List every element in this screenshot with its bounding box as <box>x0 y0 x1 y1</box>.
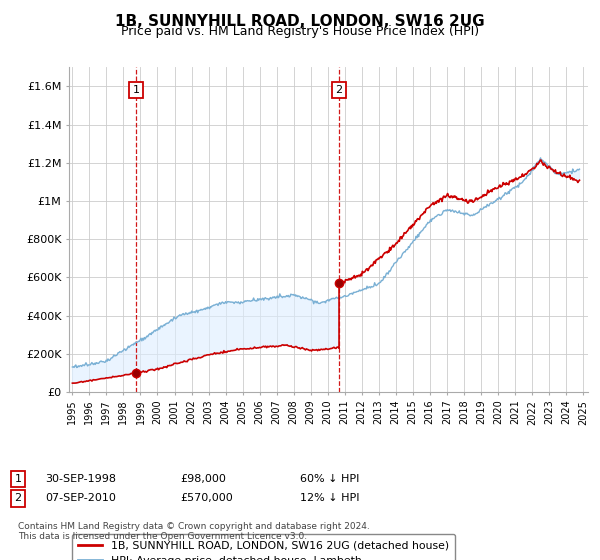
Text: 1: 1 <box>14 474 22 484</box>
Text: 1: 1 <box>133 85 140 95</box>
Text: £98,000: £98,000 <box>180 474 226 484</box>
Text: Price paid vs. HM Land Registry's House Price Index (HPI): Price paid vs. HM Land Registry's House … <box>121 25 479 38</box>
Text: 12% ↓ HPI: 12% ↓ HPI <box>300 493 359 503</box>
Text: 2: 2 <box>335 85 343 95</box>
Text: This data is licensed under the Open Government Licence v3.0.: This data is licensed under the Open Gov… <box>18 532 307 541</box>
Legend: 1B, SUNNYHILL ROAD, LONDON, SW16 2UG (detached house), HPI: Average price, detac: 1B, SUNNYHILL ROAD, LONDON, SW16 2UG (de… <box>72 534 455 560</box>
Text: Contains HM Land Registry data © Crown copyright and database right 2024.: Contains HM Land Registry data © Crown c… <box>18 522 370 531</box>
Text: 30-SEP-1998: 30-SEP-1998 <box>45 474 116 484</box>
Text: 2: 2 <box>14 493 22 503</box>
Text: £570,000: £570,000 <box>180 493 233 503</box>
Text: 60% ↓ HPI: 60% ↓ HPI <box>300 474 359 484</box>
Text: 1B, SUNNYHILL ROAD, LONDON, SW16 2UG: 1B, SUNNYHILL ROAD, LONDON, SW16 2UG <box>115 14 485 29</box>
Text: 07-SEP-2010: 07-SEP-2010 <box>45 493 116 503</box>
